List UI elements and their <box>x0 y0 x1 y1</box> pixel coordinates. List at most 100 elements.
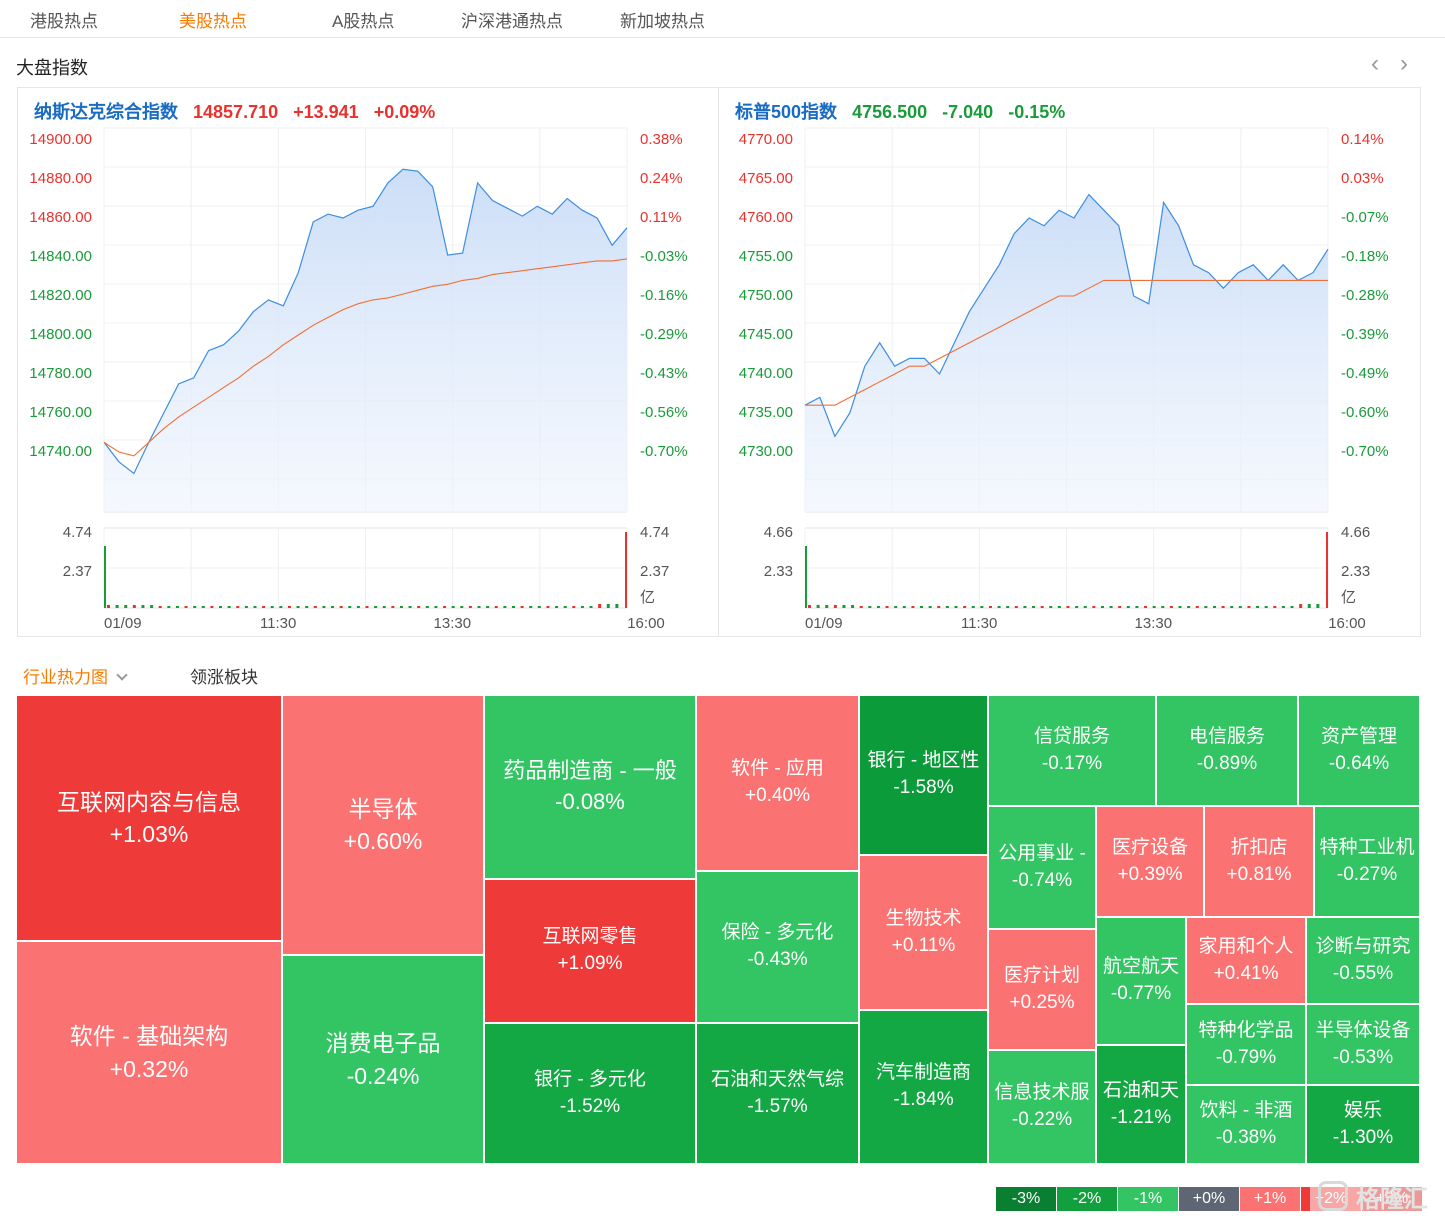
heatmap-cell[interactable]: 饮料 - 非酒 -0.38% <box>1186 1085 1306 1164</box>
right-axis-label: -0.39% <box>1341 326 1389 343</box>
index-name: 纳斯达克综合指数 <box>34 102 178 122</box>
left-axis-label: 4740.00 <box>739 365 793 382</box>
volume-bar <box>451 606 455 608</box>
index-change-pct: -0.15% <box>1008 102 1066 122</box>
sp500-index-panel[interactable]: 标普500指数 4756.500 -7.040 -0.15% 4770.00 47… <box>718 87 1421 637</box>
sector-change-pct: -1.58% <box>893 777 954 798</box>
heatmap-cell[interactable]: 银行 - 多元化 -1.52% <box>484 1023 696 1164</box>
volume-bar <box>503 606 507 608</box>
heatmap-cell[interactable]: 信贷服务 -0.17% <box>988 695 1156 806</box>
watermark: 格隆汇 <box>1310 1176 1440 1216</box>
sector-change-pct: -0.89% <box>1196 752 1258 774</box>
volume-bar <box>1238 606 1242 608</box>
heatmap-cell[interactable]: 信息技术服 -0.22% <box>988 1050 1096 1164</box>
volume-axis-label: 4.74 <box>640 524 669 541</box>
heatmap-cell[interactable]: 保险 - 多元化 -0.43% <box>696 871 859 1023</box>
volume-bar <box>1014 606 1018 608</box>
tab-connect-hot[interactable]: 沪深港通热点 <box>461 12 563 31</box>
heatmap-cell[interactable]: 药品制造商 - 一般 -0.08% <box>484 695 696 879</box>
volume-bar <box>816 605 820 608</box>
nasdaq-index-panel[interactable]: 纳斯达克综合指数 14857.710 +13.941 +0.09% 14900.… <box>17 87 719 637</box>
tab-industry-heatmap[interactable]: 行业热力图 <box>23 663 128 688</box>
time-axis-label: 13:30 <box>434 615 472 632</box>
heatmap-cell[interactable]: 电信服务 -0.89% <box>1156 695 1298 806</box>
sector-name: 汽车制造商 <box>875 1062 971 1084</box>
tab-sg-hot[interactable]: 新加坡热点 <box>620 12 705 31</box>
heatmap-cell[interactable]: 医疗计划 +0.25% <box>988 929 1096 1050</box>
index-name: 标普500指数 <box>735 102 838 122</box>
heatmap-cell[interactable]: 折扣店 +0.81% <box>1204 806 1314 917</box>
volume-bar <box>937 606 941 608</box>
sector-change-pct: -0.22% <box>1011 1109 1073 1130</box>
sector-name: 公用事业 - <box>998 842 1086 864</box>
heatmap-cell[interactable]: 汽车制造商 -1.84% <box>859 1010 988 1164</box>
heatmap-cell[interactable]: 特种工业机 -0.27% <box>1314 806 1420 917</box>
next-arrow-icon[interactable]: › <box>1400 50 1408 77</box>
heatmap-cell[interactable]: 生物技术 +0.11% <box>859 855 988 1010</box>
volume-bar <box>1316 604 1320 608</box>
heatmap-cell[interactable]: 石油和天然气综 -1.57% <box>696 1023 859 1164</box>
heatmap-cell[interactable]: 石油和天 -1.21% <box>1096 1045 1186 1164</box>
heatmap-cell[interactable]: 消费电子品 -0.24% <box>282 955 484 1164</box>
tab-leading-sectors[interactable]: 领涨板块 <box>190 668 258 687</box>
volume-bar <box>124 605 128 608</box>
volume-bar <box>1187 606 1191 608</box>
heatmap-cell[interactable]: 诊断与研究 -0.55% <box>1306 917 1420 1004</box>
heatmap-cell[interactable]: 特种化学品 -0.79% <box>1186 1004 1306 1085</box>
legend-item: -1% <box>1118 1187 1179 1211</box>
volume-bar <box>1307 604 1311 608</box>
volume-bar <box>339 606 343 608</box>
sector-name: 折扣店 <box>1230 836 1288 858</box>
index-change: +13.941 <box>293 102 359 122</box>
volume-bar <box>902 606 906 608</box>
volume-bar <box>537 606 541 608</box>
heatmap-cell[interactable]: 银行 - 地区性 -1.58% <box>859 695 988 855</box>
volume-bar <box>279 606 283 608</box>
volume-bar <box>443 606 447 608</box>
heatmap-cell[interactable]: 互联网内容与信息 +1.03% <box>16 695 282 941</box>
chevron-down-icon[interactable] <box>116 669 128 681</box>
tab-a-share-hot[interactable]: A股热点 <box>332 12 395 31</box>
heatmap-cell[interactable]: 医疗设备 +0.39% <box>1096 806 1204 917</box>
heatmap-cell[interactable]: 半导体设备 -0.53% <box>1306 1004 1420 1085</box>
heatmap-cell[interactable]: 半导体 +0.60% <box>282 695 484 955</box>
volume-bar <box>980 606 984 608</box>
left-axis-label: 14740.00 <box>29 443 92 460</box>
sector-name: 银行 - 多元化 <box>534 1068 646 1090</box>
sector-name: 特种工业机 <box>1319 836 1415 858</box>
heatmap-cell[interactable]: 资产管理 -0.64% <box>1298 695 1420 806</box>
heatmap-cell[interactable]: 互联网零售 +1.09% <box>484 879 696 1023</box>
tab-us-hot[interactable]: 美股热点 <box>179 12 247 31</box>
volume-bar <box>244 606 248 608</box>
heatmap-cell[interactable]: 软件 - 应用 +0.40% <box>696 695 859 871</box>
volume-bar <box>1092 606 1096 608</box>
left-axis-label: 4735.00 <box>739 404 793 421</box>
volume-bar <box>1212 606 1216 608</box>
volume-bar <box>1118 606 1122 608</box>
volume-bar <box>520 606 524 608</box>
right-axis-label: -0.49% <box>1341 365 1389 382</box>
volume-bar <box>227 606 231 608</box>
legend-item: -3% <box>996 1187 1057 1211</box>
sector-name: 半导体 <box>348 795 418 822</box>
left-axis-label: 14840.00 <box>29 248 92 265</box>
prev-arrow-icon[interactable]: ‹ <box>1371 50 1379 77</box>
volume-bar <box>606 604 610 608</box>
sp500-intraday-chart: 4770.00 4765.00 4760.00 4755.00 4750.00 4745.… <box>739 127 1389 632</box>
heatmap-cell[interactable]: 家用和个人 +0.41% <box>1186 917 1306 1004</box>
volume-bar <box>1049 606 1053 608</box>
volume-bar <box>313 606 317 608</box>
sector-name: 信贷服务 <box>1033 725 1110 747</box>
heatmap-cell[interactable]: 娱乐 -1.30% <box>1306 1085 1420 1164</box>
sector-change-pct: -1.57% <box>747 1095 808 1117</box>
tab-hk-hot[interactable]: 港股热点 <box>30 12 98 31</box>
heatmap-cell[interactable]: 软件 - 基础架构 +0.32% <box>16 941 282 1164</box>
heatmap-cell[interactable]: 航空航天 -0.77% <box>1096 917 1186 1045</box>
volume-bar <box>563 606 567 608</box>
volume-bar <box>529 606 533 608</box>
right-axis-label: -0.60% <box>1341 404 1389 421</box>
volume-bar <box>988 606 992 608</box>
sector-change-pct: -0.55% <box>1332 962 1394 984</box>
heatmap-cell[interactable]: 公用事业 - -0.74% <box>988 806 1096 929</box>
volume-bar <box>460 606 464 608</box>
